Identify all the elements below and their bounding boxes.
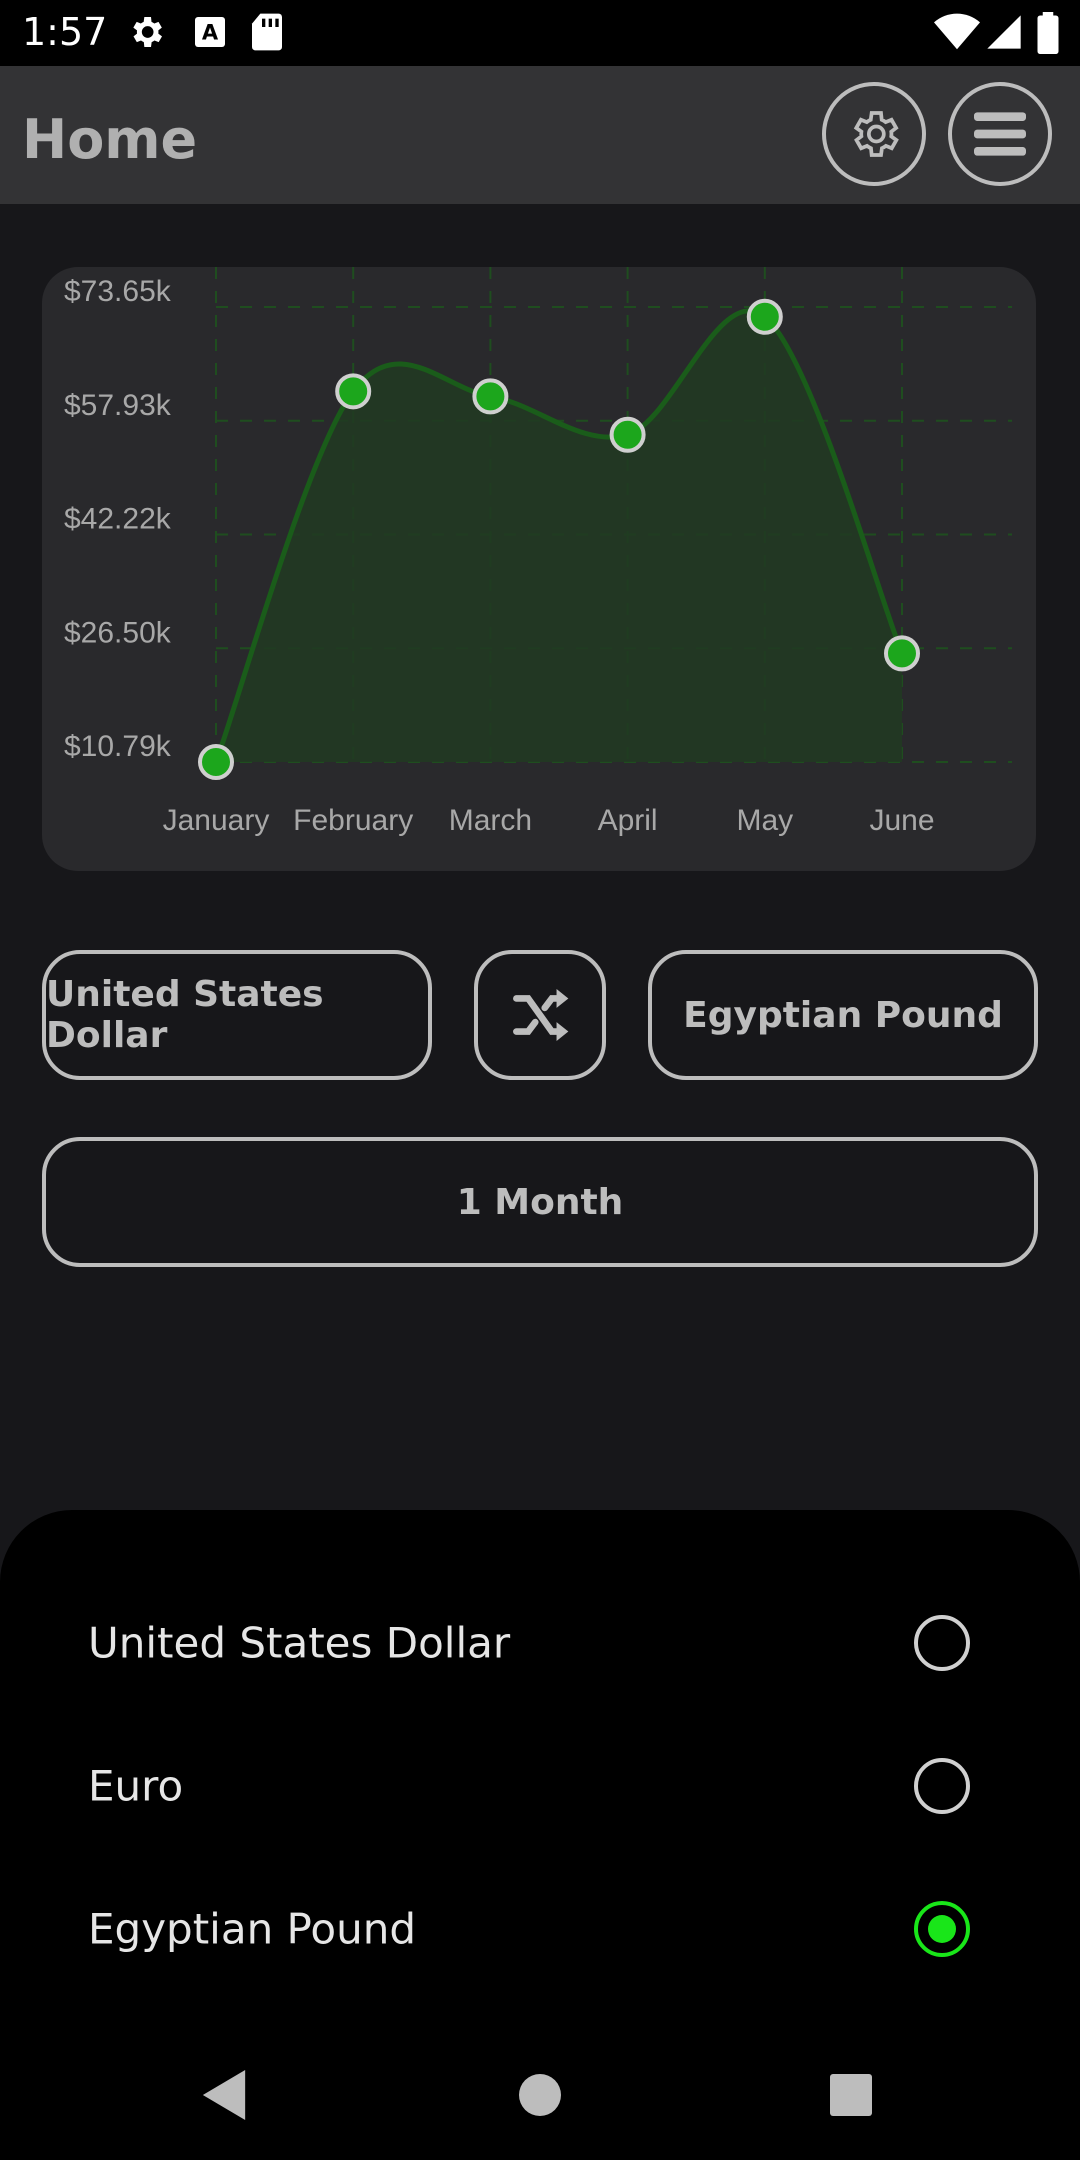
to-currency-label: Egyptian Pound xyxy=(683,994,1003,1036)
x-tick-label: March xyxy=(449,804,532,837)
settings-icon xyxy=(853,111,899,157)
y-tick-label: $57.93k xyxy=(64,389,172,422)
settings-button[interactable] xyxy=(822,82,926,186)
from-currency-label: United States Dollar xyxy=(46,974,324,1056)
radio-button[interactable] xyxy=(914,1758,970,1814)
x-tick-label: February xyxy=(293,804,413,837)
radio-button[interactable] xyxy=(914,1615,970,1671)
to-currency-button[interactable]: Egyptian Pound xyxy=(648,950,1038,1080)
recents-icon[interactable] xyxy=(830,2074,872,2116)
period-button[interactable]: 1 Month xyxy=(42,1137,1038,1267)
currency-option-usd[interactable]: United States Dollar xyxy=(0,1573,1080,1713)
y-tick-label: $73.65k xyxy=(64,275,172,308)
data-point-april xyxy=(609,416,646,453)
app-bar: Home xyxy=(0,66,1080,204)
data-point-january xyxy=(198,744,234,780)
exchange-rate-chart: $73.65k $57.93k $42.22k $26.50k $10.79k Janua… xyxy=(42,267,1036,871)
x-tick-label: April xyxy=(598,804,658,837)
option-label: Euro xyxy=(88,1761,184,1811)
y-tick-label: $26.50k xyxy=(64,616,172,649)
y-tick-label: $10.79k xyxy=(64,730,172,763)
text-a-icon: A xyxy=(195,17,225,47)
y-tick-label: $42.22k xyxy=(64,503,172,536)
currency-option-euro[interactable]: Euro xyxy=(0,1716,1080,1856)
wifi-icon xyxy=(934,13,980,50)
page-title: Home xyxy=(22,108,198,171)
series-line xyxy=(213,308,905,763)
from-currency-button[interactable]: United States Dollar xyxy=(42,950,432,1080)
swap-currencies-button[interactable] xyxy=(474,950,606,1080)
gear-icon xyxy=(133,17,162,47)
sd-card-icon xyxy=(252,13,282,51)
data-point-march xyxy=(472,378,509,415)
currency-option-egp[interactable]: Egyptian Pound xyxy=(0,1859,1080,1999)
option-label: Egyptian Pound xyxy=(88,1904,416,1954)
back-icon[interactable] xyxy=(202,2070,246,2120)
data-point-february xyxy=(335,373,372,410)
shuffle-icon xyxy=(513,989,569,1041)
home-icon[interactable] xyxy=(518,2073,562,2117)
radio-button-selected[interactable] xyxy=(914,1901,970,1957)
period-label: 1 Month xyxy=(456,1181,624,1223)
signal-icon xyxy=(987,15,1021,49)
menu-button[interactable] xyxy=(948,82,1052,186)
option-label: United States Dollar xyxy=(88,1618,511,1668)
battery-icon xyxy=(1037,12,1059,54)
data-point-may xyxy=(746,298,783,335)
svg-text:A: A xyxy=(202,21,219,45)
status-time: 1:57 xyxy=(22,10,108,54)
currency-bottom-sheet: United States Dollar Euro Egyptian Pound xyxy=(0,1510,1080,2160)
x-tick-label: January xyxy=(163,804,270,837)
x-tick-label: June xyxy=(869,804,934,837)
x-tick-label: May xyxy=(736,804,793,837)
data-point-june xyxy=(884,635,920,672)
status-bar: 1:57 A xyxy=(0,0,1080,66)
menu-icon xyxy=(974,112,1026,156)
chart-canvas: $73.65k $57.93k $42.22k $26.50k $10.79k Janua… xyxy=(64,267,1012,837)
series-area xyxy=(216,310,902,762)
system-navigation-bar xyxy=(0,2040,1080,2160)
